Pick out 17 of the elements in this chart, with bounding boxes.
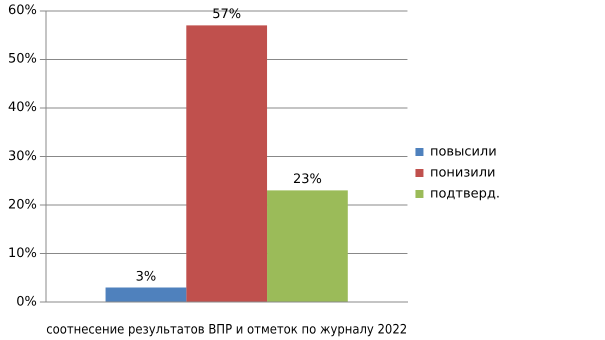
legend-label: повысили (430, 144, 497, 160)
y-tick-label: 30% (8, 148, 37, 164)
data-label: 3% (136, 269, 156, 284)
data-label: 23% (292, 172, 322, 188)
y-tick-label: 40% (8, 100, 37, 116)
y-tick-label: 50% (8, 52, 37, 67)
y-tick-label: 60% (8, 3, 37, 18)
y-tick-label: 10% (8, 246, 37, 261)
bar (267, 190, 348, 302)
bar (186, 25, 268, 302)
legend-label: понизили (430, 165, 496, 180)
y-tick-label: 0% (16, 294, 37, 310)
bar (106, 287, 186, 302)
legend-label: подтверд. (430, 186, 500, 202)
data-label: 57% (212, 7, 242, 22)
x-axis-title: соотнесение результатов ВПР и отметок по журналу 2022 (46, 322, 408, 337)
y-tick-label: 20% (8, 197, 37, 212)
